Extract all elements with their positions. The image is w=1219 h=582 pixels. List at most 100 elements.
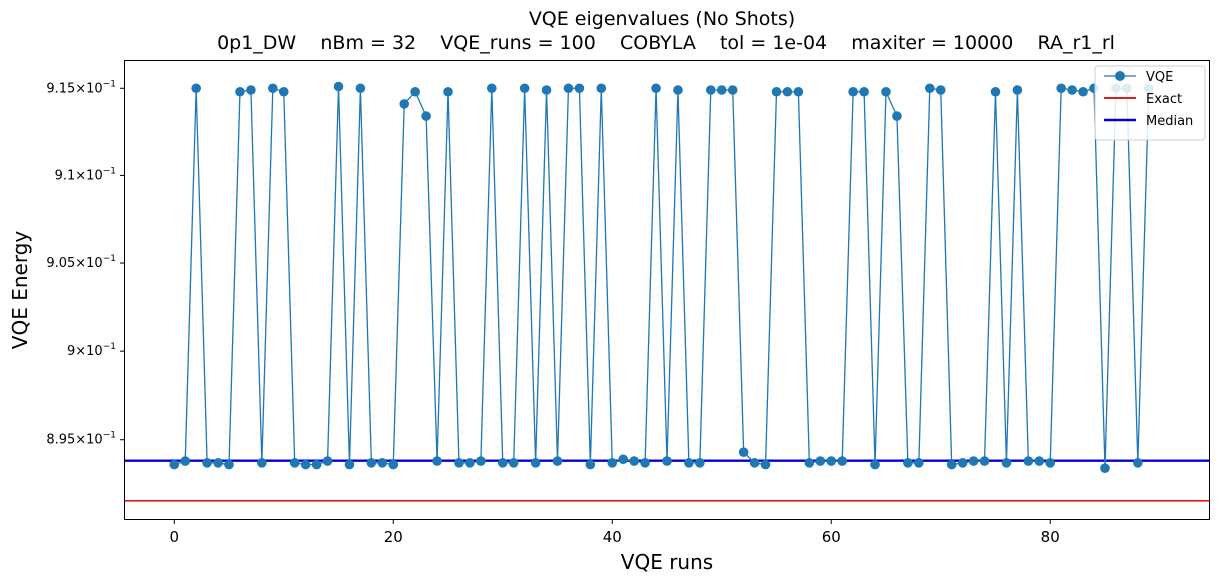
vqe-point xyxy=(235,86,245,97)
x-tick-label: 40 xyxy=(603,528,622,546)
vqe-point xyxy=(432,456,442,466)
x-tick-label: 0 xyxy=(169,528,179,546)
vqe-point xyxy=(837,456,847,466)
vqe-point xyxy=(585,459,596,470)
vqe-point xyxy=(246,85,256,95)
x-tick-label: 80 xyxy=(1041,528,1060,546)
vqe-point xyxy=(268,83,278,94)
vqe-point xyxy=(881,86,891,97)
chart-subtitle: 0p1_DW nBm = 32 VQE_runs = 100 COBYLA to… xyxy=(217,32,1115,54)
legend: VQE Exact Median xyxy=(1094,65,1206,141)
vqe-point xyxy=(552,456,563,466)
vqe-point xyxy=(1100,463,1110,473)
vqe-point xyxy=(716,85,727,95)
vqe-point xyxy=(596,83,607,94)
chart-title: VQE eigenvalues (No Shots) xyxy=(529,8,795,30)
vqe-point xyxy=(870,459,880,470)
vqe-point xyxy=(695,458,705,468)
x-tick-label: 20 xyxy=(384,528,403,546)
legend-box xyxy=(1094,65,1206,141)
y-tick-label: 9.05×10−1 xyxy=(46,254,116,271)
vqe-point xyxy=(705,85,716,95)
vqe-point xyxy=(651,83,661,94)
vqe-point xyxy=(278,86,289,97)
vqe-point xyxy=(1067,85,1077,95)
vqe-point xyxy=(519,83,530,94)
vqe-point xyxy=(1001,458,1012,468)
y-tick-label: 8.95×10−1 xyxy=(46,431,116,448)
vqe-point xyxy=(935,85,946,95)
vqe-point xyxy=(497,458,508,468)
vqe-point xyxy=(257,458,267,468)
vqe-point xyxy=(738,447,749,457)
vqe-point xyxy=(1078,86,1088,97)
vqe-point xyxy=(508,458,519,468)
vqe-point xyxy=(903,458,913,468)
vqe-point xyxy=(924,83,935,94)
vqe-point xyxy=(673,85,683,95)
vqe-point xyxy=(410,86,420,97)
y-tick-label: 9.1×10−1 xyxy=(55,166,116,183)
vqe-point xyxy=(684,458,694,468)
vqe-point xyxy=(826,456,837,466)
vqe-point xyxy=(180,456,191,466)
vqe-point xyxy=(1034,456,1045,466)
vqe-point xyxy=(213,458,223,468)
vqe-point xyxy=(957,458,968,468)
vqe-point xyxy=(322,456,333,466)
vqe-point xyxy=(465,458,475,468)
vqe-point xyxy=(1133,458,1143,468)
legend-label-vqe: VQE xyxy=(1146,70,1173,85)
vqe-point xyxy=(224,459,234,470)
vqe-point xyxy=(1045,458,1056,468)
vqe-point xyxy=(421,111,431,121)
vqe-point xyxy=(727,85,738,95)
vqe-point xyxy=(454,458,464,468)
vqe-point xyxy=(333,81,344,92)
vqe-point xyxy=(366,458,377,468)
vqe-point xyxy=(487,83,497,94)
vqe-point xyxy=(640,458,650,468)
vqe-point xyxy=(793,86,804,97)
vqe-point xyxy=(574,83,585,94)
vqe-point xyxy=(914,458,924,468)
legend-label-median: Median xyxy=(1146,114,1193,129)
plot-area xyxy=(125,81,1209,502)
vqe-point xyxy=(859,86,869,97)
x-tick-label: 60 xyxy=(822,528,841,546)
vqe-series-line xyxy=(174,85,1150,469)
vqe-point xyxy=(191,83,201,94)
vqe-point xyxy=(782,86,793,97)
vqe-point xyxy=(662,456,672,466)
vqe-point xyxy=(892,111,902,121)
vqe-point xyxy=(618,454,629,465)
vqe-point xyxy=(968,456,979,466)
vqe-point xyxy=(388,459,399,470)
vqe-point xyxy=(749,458,760,468)
legend-label-exact: Exact xyxy=(1146,92,1182,107)
vqe-point xyxy=(760,459,771,470)
vqe-point xyxy=(1056,83,1066,94)
vqe-point xyxy=(202,458,212,468)
vqe-point xyxy=(300,459,311,470)
plot-frame xyxy=(124,60,1210,520)
vqe-point xyxy=(476,456,486,466)
vqe-point xyxy=(399,99,410,109)
vqe-point xyxy=(289,458,300,468)
vqe-point xyxy=(563,83,574,94)
y-tick-label: 9.15×10−1 xyxy=(46,79,116,96)
y-axis-label: VQE Energy xyxy=(8,231,32,350)
vqe-point xyxy=(815,456,826,466)
vqe-point xyxy=(946,459,957,470)
vqe-point xyxy=(344,459,355,470)
x-axis: 0 20 40 60 80 xyxy=(169,519,1060,546)
vqe-point xyxy=(530,458,541,468)
vqe-point xyxy=(377,458,388,468)
legend-vqe-marker xyxy=(1115,71,1125,81)
vqe-point xyxy=(848,86,858,97)
vqe-point xyxy=(771,86,782,97)
vqe-point xyxy=(629,456,639,466)
vqe-point xyxy=(169,459,180,470)
vqe-point xyxy=(541,85,552,95)
